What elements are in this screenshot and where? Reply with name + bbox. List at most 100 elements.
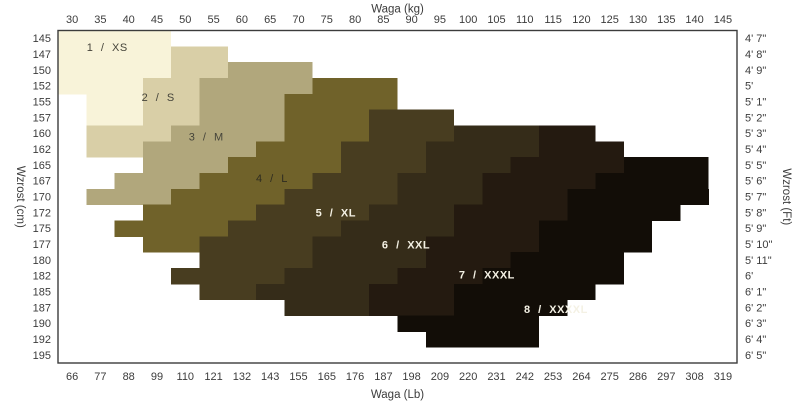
top-axis-tick: 85 <box>377 14 389 26</box>
top-axis-tick: 90 <box>405 14 417 26</box>
size-region-xxxxl <box>539 236 653 253</box>
top-axis-tick: 110 <box>516 14 534 26</box>
right-axis-title: Wzrost (Ft) <box>780 168 792 225</box>
size-label-xxxl: 7 / XXXL <box>459 269 515 281</box>
top-axis-tick: 140 <box>685 14 703 26</box>
size-region-s <box>86 141 143 158</box>
bottom-axis-tick: 110 <box>177 371 195 383</box>
size-label-xl: 5 / XL <box>316 208 356 220</box>
size-region-m <box>142 141 257 158</box>
left-axis-tick: 175 <box>33 223 51 235</box>
bottom-axis-tick: 286 <box>629 371 647 383</box>
size-label-m: 3 / M <box>189 132 224 144</box>
size-region-xxxl <box>482 188 568 206</box>
size-region-l <box>114 220 228 237</box>
size-region-s <box>142 109 200 127</box>
size-region-xxxxl <box>425 331 539 348</box>
size-region-l <box>142 204 257 222</box>
left-axis-tick: 155 <box>33 97 51 109</box>
top-axis-tick: 40 <box>123 14 135 26</box>
left-axis-tick: 172 <box>33 207 51 219</box>
size-region-xs <box>58 78 143 95</box>
size-region-xxxxl <box>623 157 709 174</box>
right-axis-tick: 6' 2" <box>745 302 766 314</box>
size-region-xxxxl <box>454 299 568 317</box>
size-region-xxl <box>425 157 511 174</box>
size-region-xxl <box>340 220 455 237</box>
left-axis-tick: 185 <box>33 287 51 299</box>
bottom-axis-tick: 319 <box>714 371 732 383</box>
size-region-l <box>284 109 370 127</box>
left-axis-tick: 150 <box>33 65 51 77</box>
right-axis-tick: 4' 9" <box>745 65 766 77</box>
right-axis-tick: 5' 1" <box>745 97 766 109</box>
right-axis-tick: 5' 5" <box>745 160 766 172</box>
right-axis-tick: 5' 6" <box>745 176 766 188</box>
size-region-m <box>114 173 200 190</box>
size-region-xs <box>58 30 172 47</box>
size-region-xxxl <box>397 268 483 285</box>
size-region-xxxxl <box>397 315 539 332</box>
right-axis-tick: 6' <box>745 271 753 283</box>
left-axis-tick: 182 <box>33 271 51 283</box>
left-axis-tick: 147 <box>33 49 51 61</box>
size-region-xxxl <box>425 236 539 253</box>
left-axis-tick: 190 <box>33 318 51 330</box>
size-region-xl <box>369 109 455 127</box>
right-axis-tick: 5' <box>745 81 753 93</box>
left-axis-tick: 195 <box>33 350 51 362</box>
size-region-xl <box>340 157 426 174</box>
size-region-l <box>256 141 341 158</box>
top-axis-tick: 75 <box>321 14 333 26</box>
bottom-axis-title: Waga (Lb) <box>371 389 424 401</box>
top-axis-tick: 35 <box>94 14 106 26</box>
top-axis-tick: 65 <box>264 14 276 26</box>
bottom-axis-tick: 264 <box>572 371 590 383</box>
size-region-xs <box>58 62 172 79</box>
top-axis-tick: 80 <box>349 14 361 26</box>
size-region-xxl <box>397 188 483 206</box>
size-region-xxxl <box>369 283 455 301</box>
left-axis-tick: 167 <box>33 176 51 188</box>
bottom-axis-tick: 253 <box>544 371 562 383</box>
size-region-xxl <box>312 236 426 253</box>
size-region-l <box>284 93 398 111</box>
top-axis-tick: 50 <box>179 14 191 26</box>
size-region-xxxxl <box>510 252 624 269</box>
bottom-axis-tick: 66 <box>66 371 78 383</box>
right-axis-tick: 5' 8" <box>745 207 766 219</box>
size-region-xxxl <box>539 125 596 142</box>
size-region-s <box>86 125 172 142</box>
size-label-xs: 1 / XS <box>87 42 128 54</box>
size-region-xxl <box>256 283 370 301</box>
left-axis-tick: 177 <box>33 239 51 251</box>
bottom-axis-tick: 198 <box>402 371 420 383</box>
size-region-s <box>171 62 228 79</box>
size-label-xxl: 6 / XXL <box>382 239 430 251</box>
size-region-m <box>199 93 285 111</box>
bottom-axis-tick: 242 <box>516 371 534 383</box>
left-axis-tick: 165 <box>33 160 51 172</box>
top-axis-tick: 45 <box>151 14 163 26</box>
left-axis-tick: 157 <box>33 112 51 124</box>
left-axis-tick: 162 <box>33 144 51 156</box>
left-axis-tick: 187 <box>33 302 51 314</box>
size-region-xl <box>369 125 455 142</box>
bottom-axis-tick: 99 <box>151 371 163 383</box>
bottom-axis-tick: 165 <box>318 371 336 383</box>
top-axis-tick: 100 <box>459 14 477 26</box>
size-region-xs <box>86 93 143 111</box>
size-region-l <box>171 188 285 206</box>
right-axis-tick: 4' 7" <box>745 33 766 45</box>
right-axis-tick: 5' 9" <box>745 223 766 235</box>
size-region-xl <box>284 188 398 206</box>
size-region-m <box>86 188 172 206</box>
size-region-l <box>284 125 370 142</box>
size-region-xxxxl <box>567 188 709 206</box>
bottom-axis-tick: 308 <box>685 371 703 383</box>
top-axis-tick: 135 <box>657 14 675 26</box>
size-region-xxl <box>454 125 539 142</box>
size-region-xxxl <box>425 252 511 269</box>
top-axis-tick: 70 <box>292 14 304 26</box>
